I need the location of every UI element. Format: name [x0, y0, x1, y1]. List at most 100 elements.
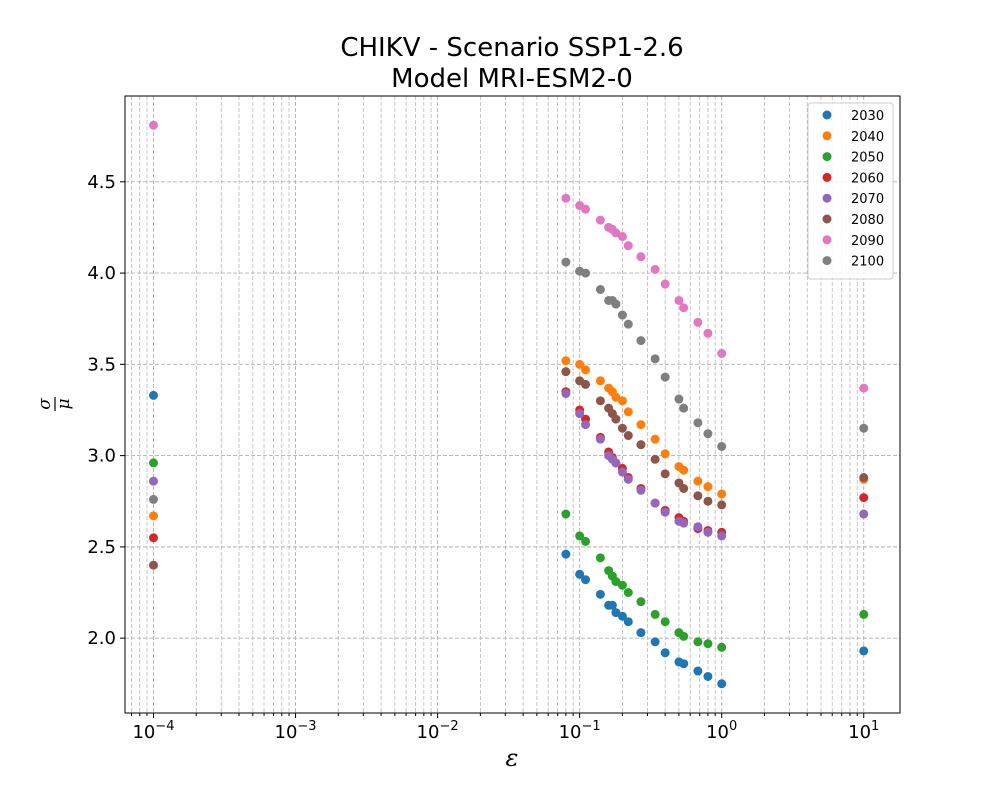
data-point — [693, 522, 703, 532]
series-2090 — [149, 120, 869, 393]
data-point — [859, 609, 869, 619]
data-point — [703, 496, 713, 506]
data-point — [611, 299, 621, 309]
data-point — [595, 376, 605, 386]
data-point — [149, 494, 159, 504]
legend-marker — [822, 193, 832, 203]
data-point — [623, 319, 633, 329]
legend-marker — [822, 152, 832, 162]
data-point — [650, 609, 660, 619]
data-point — [581, 420, 591, 430]
legend-marker — [822, 172, 832, 182]
y-tick-label: 3.0 — [87, 446, 116, 467]
data-point — [703, 671, 713, 681]
y-axis-label: σ μ — [35, 397, 74, 411]
data-point — [581, 575, 591, 585]
data-point — [693, 317, 703, 327]
legend-marker — [822, 214, 832, 224]
data-point — [650, 434, 660, 444]
data-point — [693, 637, 703, 647]
data-point — [650, 264, 660, 274]
data-point — [595, 215, 605, 225]
data-point — [595, 284, 605, 294]
data-point — [703, 639, 713, 649]
y-tick-label: 3.5 — [87, 354, 116, 375]
data-point — [636, 440, 646, 450]
data-point — [617, 580, 627, 590]
y-tick-label: 4.0 — [87, 263, 116, 284]
series-2050 — [149, 458, 869, 652]
data-point — [575, 569, 585, 579]
chart-title-line-2: Model MRI-ESM2-0 — [391, 64, 633, 94]
data-point — [581, 536, 591, 546]
data-point — [149, 511, 159, 521]
data-point — [636, 336, 646, 346]
data-point — [703, 482, 713, 492]
data-point — [581, 268, 591, 278]
data-point — [561, 356, 571, 366]
data-point — [149, 120, 159, 130]
data-point — [717, 441, 727, 451]
data-point — [679, 483, 689, 493]
data-point — [660, 279, 670, 289]
y-tick-label: 4.5 — [87, 172, 116, 193]
data-point — [660, 449, 670, 459]
data-point — [149, 533, 159, 543]
legend-label: 2100 — [851, 255, 884, 270]
data-point — [636, 420, 646, 430]
data-point — [623, 588, 633, 598]
data-point — [859, 493, 869, 503]
data-point — [679, 303, 689, 313]
data-point — [679, 631, 689, 641]
legend-label: 2090 — [851, 234, 884, 249]
data-point — [561, 509, 571, 519]
data-point — [679, 659, 689, 669]
x-tick-label: 10−3 — [275, 719, 317, 743]
data-point — [636, 628, 646, 638]
data-point — [581, 365, 591, 375]
data-point — [575, 359, 585, 369]
data-point — [607, 600, 617, 610]
legend-marker — [822, 131, 832, 141]
data-point — [611, 414, 621, 424]
data-point — [679, 518, 689, 528]
data-point — [674, 394, 684, 404]
data-point — [623, 241, 633, 251]
data-point — [650, 454, 660, 464]
data-point — [611, 458, 621, 468]
data-point — [859, 646, 869, 656]
data-point — [859, 473, 869, 483]
data-point — [149, 476, 159, 486]
data-point — [617, 396, 627, 406]
data-point — [660, 507, 670, 517]
legend-marker — [822, 235, 832, 245]
data-point — [561, 257, 571, 267]
data-point — [561, 367, 571, 377]
data-point — [561, 193, 571, 203]
series-2100 — [149, 257, 869, 504]
chart-title-line-1: CHIKV - Scenario SSP1-2.6 — [340, 33, 683, 63]
data-point — [703, 429, 713, 439]
data-point — [149, 560, 159, 570]
data-point — [703, 527, 713, 537]
data-point — [859, 509, 869, 519]
data-point — [717, 531, 727, 541]
data-point — [859, 383, 869, 393]
legend-label: 2030 — [851, 109, 884, 124]
legend-box — [807, 102, 894, 280]
data-point — [623, 431, 633, 441]
legend-marker — [822, 256, 832, 266]
data-point — [595, 589, 605, 599]
data-point — [660, 648, 670, 658]
data-point — [693, 491, 703, 501]
data-point — [561, 549, 571, 559]
plot-frame — [124, 95, 901, 714]
data-point — [717, 642, 727, 652]
data-point — [617, 232, 627, 242]
data-point — [650, 498, 660, 508]
data-point — [623, 474, 633, 484]
data-point — [575, 409, 585, 419]
data-point — [693, 418, 703, 428]
data-point — [595, 553, 605, 563]
data-points — [149, 120, 869, 689]
